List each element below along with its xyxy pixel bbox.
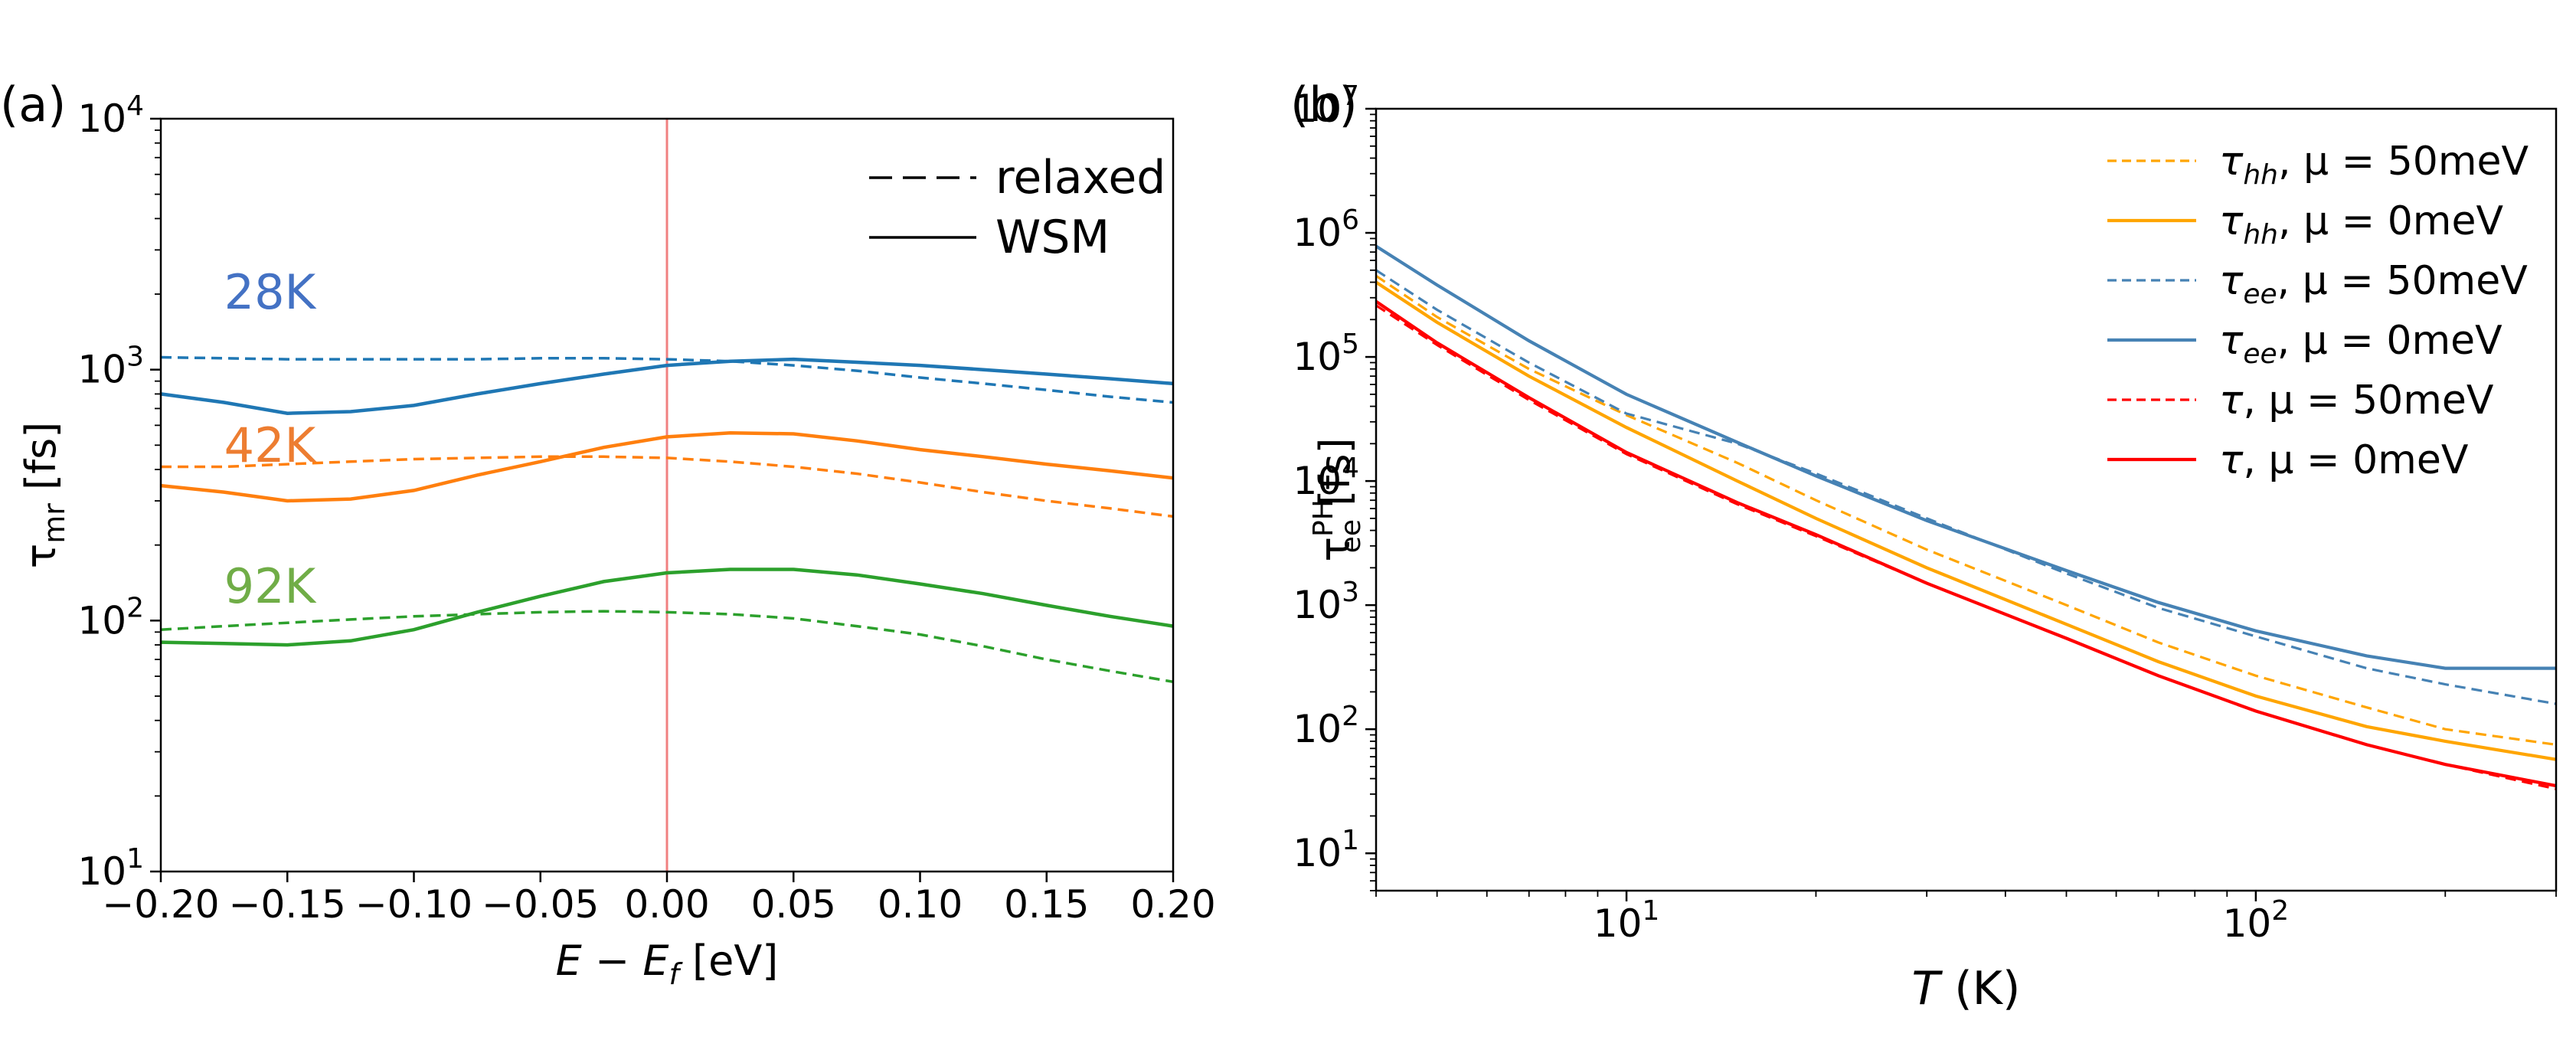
x-tick-label: −0.10 xyxy=(355,882,472,927)
panel-label: (a) xyxy=(0,77,66,132)
plot-frame xyxy=(1375,107,2558,892)
tick-label: 103 xyxy=(1293,577,1359,627)
tick-label: 102 xyxy=(1293,701,1359,751)
legend-label: τee, μ = 50meV xyxy=(2219,258,2528,310)
tick-label: 104 xyxy=(1293,453,1359,503)
legend-label: τhh, μ = 50meV xyxy=(2219,139,2529,191)
tick-label: 106 xyxy=(1293,204,1359,255)
legend-label: τee, μ = 0meV xyxy=(2219,318,2502,370)
tick-label: 103 xyxy=(77,342,144,392)
panel-b: 101 102 101 102 103 104 105 106 107 τhh, μ = 50me… xyxy=(1290,77,2558,1015)
tick-label: 102 xyxy=(77,592,144,643)
series-line-42k-wsm xyxy=(160,430,1174,503)
series-line-42k-relaxed xyxy=(161,455,1174,518)
series-line xyxy=(1375,274,2557,746)
legend-label: relaxed xyxy=(995,151,1165,204)
temperature-annotation: 28K xyxy=(224,264,317,320)
series-line-92k-relaxed xyxy=(160,610,1174,684)
x-tick-label: −0.20 xyxy=(102,882,219,927)
tick-label: 101 xyxy=(77,843,144,894)
temperature-annotation: 92K xyxy=(224,558,317,614)
x-tick-label: 0.00 xyxy=(624,882,709,927)
tick-label: 101 xyxy=(1594,895,1660,946)
panel-a: −0.20 −0.15 −0.10 −0.05 0.00 0.05 0.10 0.15 0.20… xyxy=(0,77,1216,991)
x-tick-label: 0.20 xyxy=(1130,882,1215,927)
legend-label: τ, μ = 0meV xyxy=(2219,437,2469,483)
series-line-92k-wsm xyxy=(160,567,1174,647)
x-tick-label: −0.15 xyxy=(229,882,346,927)
x-tick-label: 0.10 xyxy=(878,882,963,927)
series-line xyxy=(1375,244,2556,670)
tick-label: 102 xyxy=(2223,895,2290,946)
y-axis-label: τPHee [fs] xyxy=(1308,437,1367,561)
x-tick-label: 0.05 xyxy=(751,882,836,927)
tick-label: 104 xyxy=(77,90,144,141)
y-axis-label: τmr [fs] xyxy=(17,422,71,569)
series-line-28k-wsm xyxy=(160,357,1174,415)
panel-label: (b) xyxy=(1290,77,1358,132)
legend-label: τhh, μ = 0meV xyxy=(2219,198,2503,250)
x-axis-label: T (K) xyxy=(1912,962,2021,1015)
plot-frame xyxy=(159,117,1175,873)
temperature-annotation: 42K xyxy=(224,417,317,473)
legend-label: WSM xyxy=(995,211,1110,264)
x-tick-label: −0.05 xyxy=(482,882,599,927)
series-line xyxy=(1375,269,2557,705)
x-tick-label: 0.15 xyxy=(1004,882,1089,927)
tick-label: 101 xyxy=(1293,825,1359,875)
legend-label: τ, μ = 50meV xyxy=(2219,378,2494,424)
tick-label: 107 xyxy=(1293,80,1359,131)
series-line-28k-relaxed xyxy=(160,355,1174,404)
series-line xyxy=(1375,280,2557,761)
x-axis-label: E − Ef [eV] xyxy=(556,937,779,991)
tick-label: 105 xyxy=(1293,329,1359,379)
series-line xyxy=(1375,299,2557,788)
